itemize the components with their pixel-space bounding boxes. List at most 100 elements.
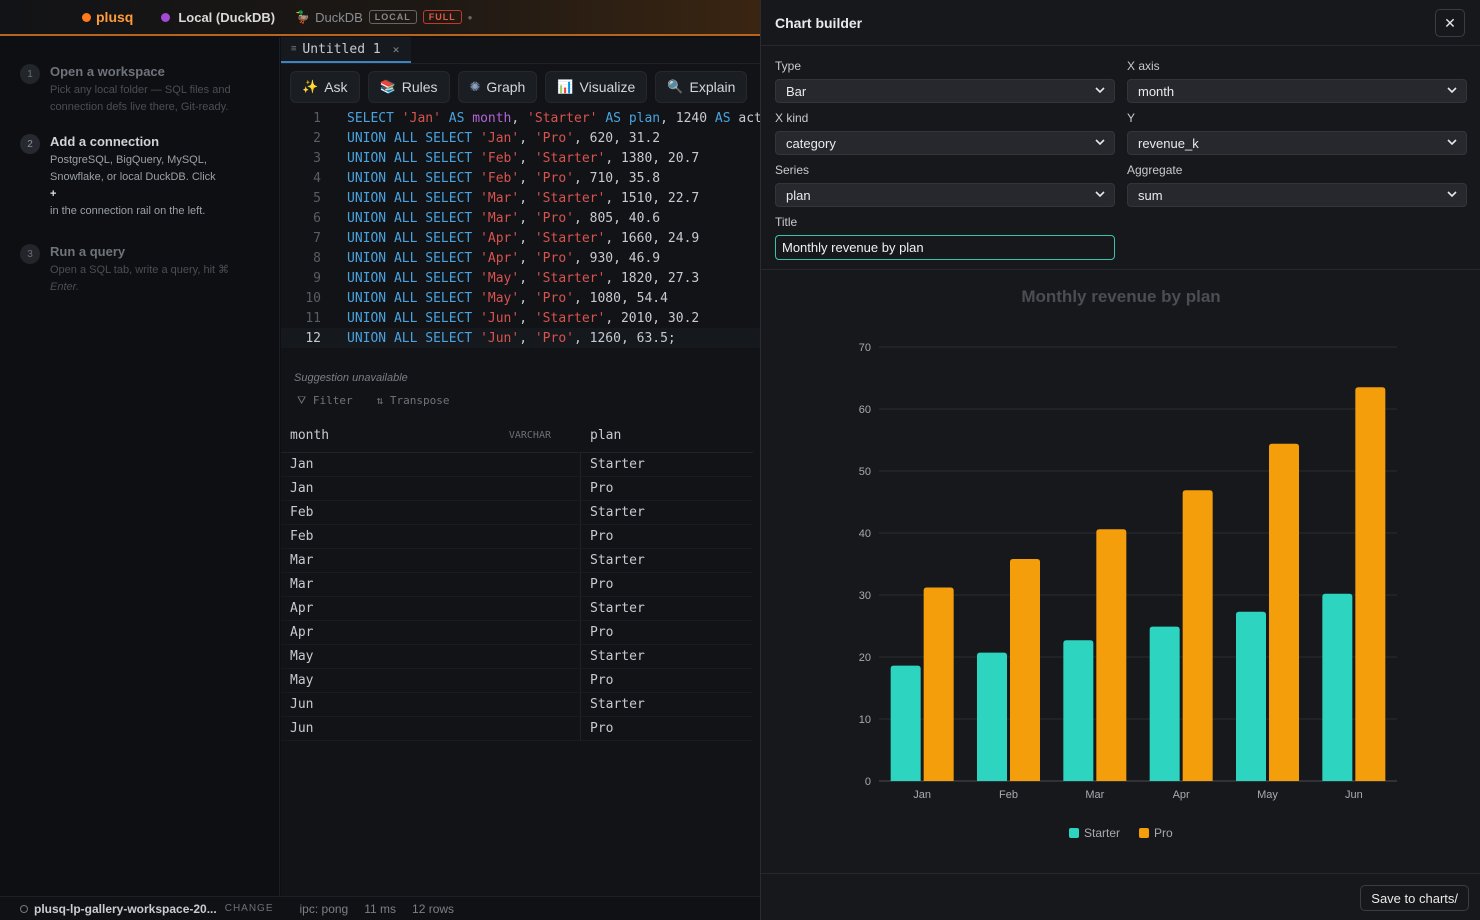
y-select[interactable]: revenue_k xyxy=(1127,131,1467,155)
cell-plan[interactable]: Starter xyxy=(590,553,645,568)
cell-month[interactable]: May xyxy=(281,645,581,668)
save-to-charts-button[interactable]: Save to charts/ xyxy=(1360,885,1469,911)
code-line[interactable]: 7 UNION ALL SELECT 'Apr', 'Starter', 1660… xyxy=(281,228,760,248)
table-row[interactable]: Feb Starter xyxy=(281,501,753,525)
aggregate-select[interactable]: sum xyxy=(1127,183,1467,207)
cell-plan[interactable]: Pro xyxy=(590,721,614,736)
code-token: UNION ALL SELECT xyxy=(347,170,481,186)
transpose-button[interactable]: ⇅ Transpose xyxy=(377,394,450,408)
filter-button[interactable]: ⛛ Filter xyxy=(297,394,353,408)
type-field: Type Bar xyxy=(775,59,1115,103)
step-description-cont: in the connection rail on the left. xyxy=(50,205,206,217)
cell-month[interactable]: Jan xyxy=(281,477,581,500)
code-line[interactable]: 9 UNION ALL SELECT 'May', 'Starter', 1820… xyxy=(281,268,760,288)
column-header-month[interactable]: month VARCHAR xyxy=(281,419,581,452)
code-token: plan xyxy=(628,110,661,126)
column-header-plan[interactable]: plan xyxy=(581,428,621,443)
sql-code-editor[interactable]: 1 SELECT 'Jan' AS month, 'Starter' AS pla… xyxy=(281,108,760,348)
table-row[interactable]: Jan Starter xyxy=(281,453,753,477)
code-line[interactable]: 5 UNION ALL SELECT 'Mar', 'Starter', 1510… xyxy=(281,188,760,208)
engine-indicator[interactable]: 🦆 DuckDB LOCAL FULL • xyxy=(295,10,472,25)
connection-selector[interactable]: Local (DuckDB) xyxy=(161,10,275,25)
cell-plan[interactable]: Starter xyxy=(590,505,645,520)
table-row[interactable]: May Pro xyxy=(281,669,753,693)
step-number: 1 xyxy=(20,64,40,84)
code-token: UNION ALL SELECT xyxy=(347,130,481,146)
xaxis-select[interactable]: month xyxy=(1127,79,1467,103)
cell-month[interactable]: Mar xyxy=(281,549,581,572)
ask-button[interactable]: ✨ Ask xyxy=(290,71,360,103)
cell-plan[interactable]: Pro xyxy=(590,577,614,592)
rules-button[interactable]: 📚 Rules xyxy=(367,71,450,103)
code-token: , 1080, 54.4 xyxy=(574,290,668,306)
cell-plan[interactable]: Pro xyxy=(590,673,614,688)
cell-month[interactable]: Mar xyxy=(281,573,581,596)
cell-plan[interactable]: Pro xyxy=(590,529,614,544)
title-input[interactable]: Monthly revenue by plan xyxy=(775,235,1115,260)
title-field: Title Monthly revenue by plan xyxy=(775,215,1115,260)
code-token: , xyxy=(519,270,535,286)
visualize-button[interactable]: 📊 Visualize xyxy=(545,71,648,103)
bar-starter-feb xyxy=(977,652,1007,781)
code-line[interactable]: 3 UNION ALL SELECT 'Feb', 'Starter', 1380… xyxy=(281,148,760,168)
type-label: Type xyxy=(775,59,802,73)
cell-plan[interactable]: Starter xyxy=(590,697,645,712)
brand-logo[interactable]: plusq xyxy=(82,9,133,25)
cell-month[interactable]: Jun xyxy=(281,693,581,716)
onboarding-step-2: 2 Add a connection PostgreSQL, BigQuery,… xyxy=(20,134,255,220)
xkind-select[interactable]: category xyxy=(775,131,1115,155)
type-select[interactable]: Bar xyxy=(775,79,1115,103)
table-row[interactable]: Jun Starter xyxy=(281,693,753,717)
code-line[interactable]: 6 UNION ALL SELECT 'Mar', 'Pro', 805, 40.… xyxy=(281,208,760,228)
step-title: Open a workspace xyxy=(50,64,165,79)
code-token: , 1240 xyxy=(660,110,715,126)
cell-month[interactable]: Apr xyxy=(281,621,581,644)
table-row[interactable]: Jun Pro xyxy=(281,717,753,741)
visualize-label: Visualize xyxy=(579,79,636,95)
graph-button[interactable]: ✺ Graph xyxy=(457,71,538,103)
cell-plan[interactable]: Pro xyxy=(590,481,614,496)
table-row[interactable]: Apr Pro xyxy=(281,621,753,645)
close-tab-icon[interactable]: ✕ xyxy=(392,42,400,56)
title-label: Title xyxy=(775,215,798,229)
code-token: act xyxy=(730,110,760,126)
code-token: UNION ALL SELECT xyxy=(347,250,481,266)
change-workspace-button[interactable]: CHANGE xyxy=(224,903,274,914)
cell-plan[interactable]: Starter xyxy=(590,649,645,664)
chart-builder-footer: Save to charts/ xyxy=(761,873,1480,920)
series-select[interactable]: plan xyxy=(775,183,1115,207)
table-row[interactable]: Apr Starter xyxy=(281,597,753,621)
cell-month[interactable]: May xyxy=(281,669,581,692)
code-line[interactable]: 1 SELECT 'Jan' AS month, 'Starter' AS pla… xyxy=(281,108,760,128)
code-line[interactable]: 10 UNION ALL SELECT 'May', 'Pro', 1080, 5… xyxy=(281,288,760,308)
table-row[interactable]: Mar Starter xyxy=(281,549,753,573)
code-line[interactable]: 8 UNION ALL SELECT 'Apr', 'Pro', 930, 46.… xyxy=(281,248,760,268)
code-token: , xyxy=(519,210,535,226)
code-line[interactable]: 2 UNION ALL SELECT 'Jan', 'Pro', 620, 31.… xyxy=(281,128,760,148)
y-tick-label: 20 xyxy=(859,652,871,664)
close-builder-button[interactable]: ✕ xyxy=(1435,9,1465,37)
table-row[interactable]: May Starter xyxy=(281,645,753,669)
cell-plan[interactable]: Pro xyxy=(590,625,614,640)
series-value: plan xyxy=(786,187,811,203)
code-line[interactable]: 4 UNION ALL SELECT 'Feb', 'Pro', 710, 35.… xyxy=(281,168,760,188)
cell-month[interactable]: Apr xyxy=(281,597,581,620)
table-row[interactable]: Feb Pro xyxy=(281,525,753,549)
more-dot-icon[interactable]: • xyxy=(467,9,473,25)
table-row[interactable]: Jan Pro xyxy=(281,477,753,501)
code-line[interactable]: 12 UNION ALL SELECT 'Jun', 'Pro', 1260, 6… xyxy=(281,328,760,348)
cell-month[interactable]: Feb xyxy=(281,525,581,548)
workspace-name[interactable]: plusq-lp-gallery-workspace-20... xyxy=(20,902,217,916)
cell-month[interactable]: Feb xyxy=(281,501,581,524)
table-row[interactable]: Mar Pro xyxy=(281,573,753,597)
tab-untitled-1[interactable]: ≡ Untitled 1 ✕ xyxy=(281,37,412,63)
code-line[interactable]: 11 UNION ALL SELECT 'Jun', 'Starter', 201… xyxy=(281,308,760,328)
explain-button[interactable]: 🔍 Explain xyxy=(655,71,748,103)
cell-month[interactable]: Jan xyxy=(281,453,581,476)
cell-plan[interactable]: Starter xyxy=(590,601,645,616)
y-tick-label: 70 xyxy=(859,342,871,354)
grid-toolbar: ⛛ Filter ⇅ Transpose xyxy=(297,394,449,408)
cell-month[interactable]: Jun xyxy=(281,717,581,740)
cell-plan[interactable]: Starter xyxy=(590,457,645,472)
code-token: SELECT xyxy=(347,110,402,126)
